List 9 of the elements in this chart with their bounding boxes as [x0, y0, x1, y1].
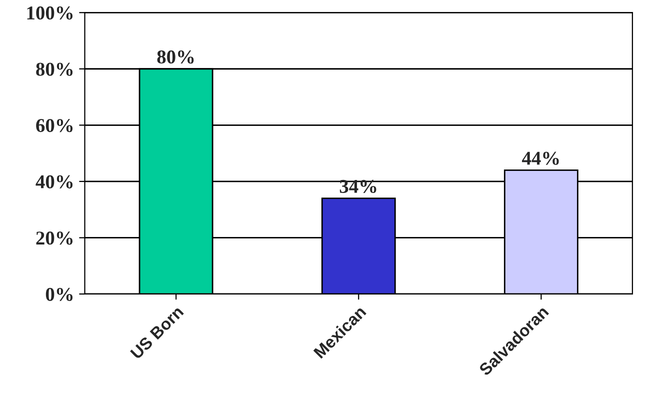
y-tick-label: 80%	[36, 62, 73, 76]
y-tick-label: 0%	[46, 288, 73, 301]
data-label: 34%	[340, 180, 376, 194]
y-tick-label: 20%	[36, 232, 73, 245]
data-label: 44%	[522, 152, 559, 165]
y-tick-label: 40%	[36, 175, 73, 188]
y-tick-label: 100%	[27, 6, 73, 20]
y-tick-label: 60%	[36, 118, 73, 132]
data-label: 80%	[157, 50, 194, 64]
